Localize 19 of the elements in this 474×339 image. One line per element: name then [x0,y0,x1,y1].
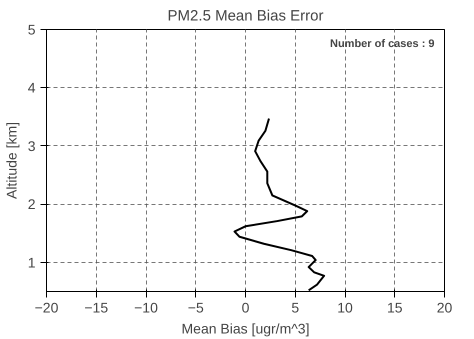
annotation: Number of cases : 9 [330,38,435,50]
y-axis-title: Altitude [km] [4,122,20,200]
x-tick-label: 5 [291,300,300,316]
x-tick-label: −5 [188,300,204,316]
x-tick-label: 15 [386,300,403,316]
x-tick-label: 0 [242,300,250,316]
chart-title: PM2.5 Mean Bias Error [168,8,324,24]
x-tick-label: 20 [436,300,452,316]
x-axis-title: Mean Bias [ugr/m^3] [182,320,310,336]
y-tick-label: 3 [28,138,36,154]
y-tick-label: 4 [28,80,36,96]
y-tick-label: 1 [28,254,36,270]
x-tick-label: −15 [84,300,108,316]
x-tick-label: −20 [34,300,59,316]
x-tick-label: 10 [337,300,353,316]
y-tick-label: 2 [28,196,36,212]
x-tick-label: −10 [134,300,158,316]
line-series [234,118,326,292]
y-tick-label: 5 [28,22,36,38]
